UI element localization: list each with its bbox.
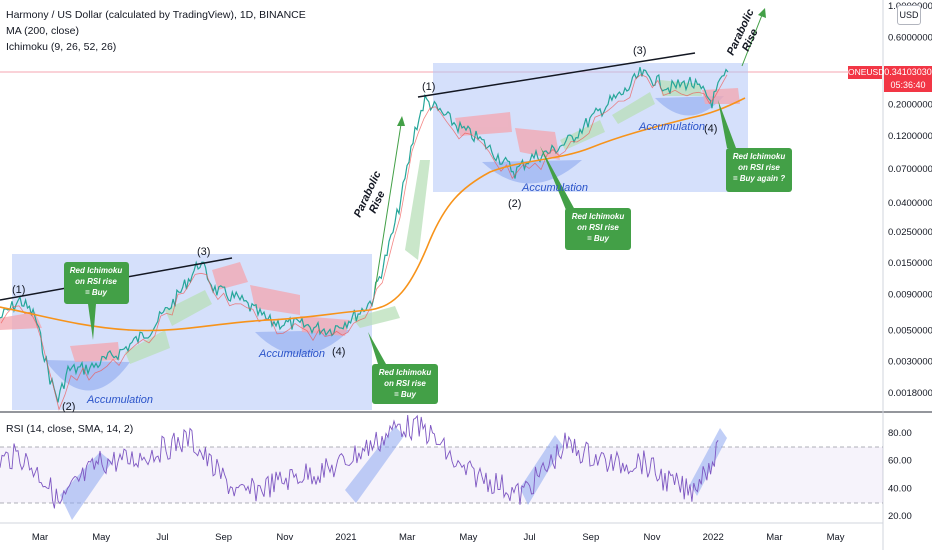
point-label-2-left: (2) [62,401,75,413]
point-label-3-left: (3) [197,246,210,258]
accumulation-label-2: Accumulation [258,348,325,360]
ticker-badge: ONEUSD [848,66,885,79]
callout-buy-again-line3: = Buy again ? [733,174,785,183]
accumulation-label-4: Accumulation [638,121,705,133]
time-tick-label: 2022 [703,532,724,543]
accumulation-label-3: Accumulation [521,182,588,194]
time-tick-label: Jul [524,532,536,543]
callout-buy-1-line3: = Buy [85,288,108,297]
callout-buy-2: Red Ichimoku on RSI rise = Buy [368,332,438,404]
accumulation-label-1: Accumulation [86,394,153,406]
rsi-band-bg [0,447,883,503]
price-series-down [0,74,728,411]
point-label-1-left: (1) [12,284,25,296]
time-axis: Mar May Jul Sep Nov 2021 Mar May Jul Sep Nov 2022 Ma… [32,532,845,543]
callout-buy-again-line1: Red Ichimoku [733,152,786,161]
time-tick-label: Sep [215,532,232,543]
callout-buy-1-line1: Red Ichimoku [70,266,123,275]
parabolic-arrow-2 [741,8,766,67]
callout-buy-3-line2: on RSI rise [577,223,619,232]
trendline-right [417,52,696,98]
ichimoku-legend[interactable]: Ichimoku (9, 26, 52, 26) [6,41,117,53]
time-tick-label: Nov [276,532,293,543]
rsi-channels [60,426,727,520]
time-tick-label: May [827,532,845,543]
callout-buy-2-line3: = Buy [394,390,417,399]
accumulation-bowl-left [45,360,130,391]
callout-buy-1-line2: on RSI rise [75,277,117,286]
time-tick-label: Sep [582,532,599,543]
rsi-tick-label: 20.00 [888,511,912,522]
callout-buy-2-line1: Red Ichimoku [379,368,432,377]
last-price-badge: 0.34103030 [884,66,932,79]
callout-buy-3-line3: = Buy [587,234,610,243]
time-tick-label: Nov [644,532,661,543]
callout-buy-3-line1: Red Ichimoku [572,212,625,221]
parabolic-arrow-1 [374,116,405,291]
time-tick-label: May [459,532,477,543]
ma-legend[interactable]: MA (200, close) [6,25,79,37]
chart-title: Harmony / US Dollar (calculated by Tradi… [6,9,306,21]
point-label-4-left: (4) [332,346,345,358]
time-tick-label: 2021 [335,532,356,543]
point-label-2-right: (2) [508,198,521,210]
time-tick-label: May [92,532,110,543]
time-tick-label: Mar [766,532,782,543]
point-label-1-right: (1) [422,81,435,93]
price-tick-label: 0.00180000 [888,388,932,399]
time-tick-label: Mar [32,532,48,543]
ichimoku-cloud [0,80,740,364]
rsi-axis: 80.00 60.00 40.00 20.00 [888,428,912,522]
time-tick-label: Jul [156,532,168,543]
rsi-tick-label: 80.00 [888,428,912,439]
callout-buy-2-line2: on RSI rise [384,379,426,388]
rsi-line [0,414,719,509]
point-label-4-right: (4) [704,123,717,135]
callout-buy-1: Red Ichimoku on RSI rise = Buy [64,262,129,340]
rsi-legend[interactable]: RSI (14, close, SMA, 14, 2) [6,423,134,435]
ma-200-line [0,97,746,332]
callout-buy-3: Red Ichimoku on RSI rise = Buy [540,146,631,250]
callout-buy-again: Red Ichimoku on RSI rise = Buy again ? [718,100,792,192]
rsi-tick-label: 40.00 [888,483,912,494]
time-tick-label: Mar [399,532,415,543]
rsi-tick-label: 60.00 [888,456,912,467]
point-label-3-right: (3) [633,45,646,57]
countdown-badge: 05:36:40 [884,79,932,92]
currency-button[interactable]: USD [897,5,921,25]
callout-buy-again-line2: on RSI rise [738,163,780,172]
